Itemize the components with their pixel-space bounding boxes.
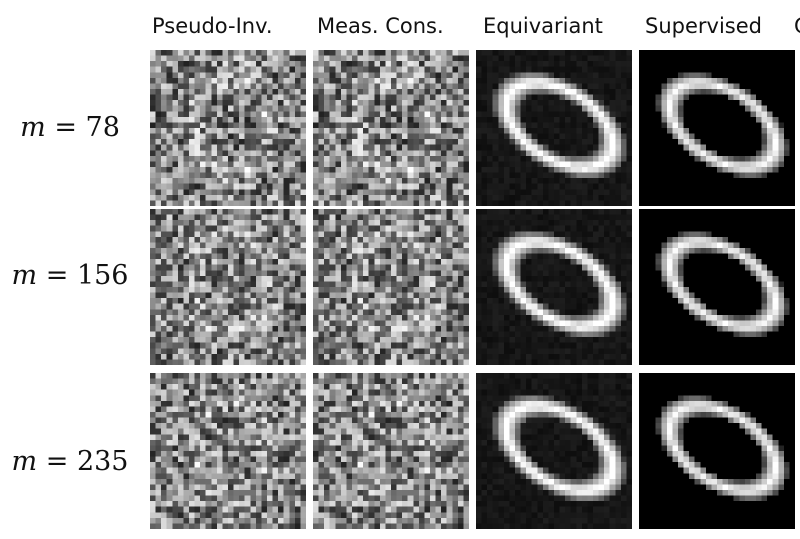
column-header-supervised: Supervised — [645, 14, 762, 38]
image-pseudo-inv-m156 — [150, 209, 306, 365]
row-eq: = — [54, 112, 77, 143]
column-header-meas-cons: Meas. Cons. — [317, 14, 444, 38]
row-var: m — [20, 112, 46, 143]
column-header-pseudo-inv: Pseudo-Inv. — [152, 14, 273, 38]
column-header-cutoff: G — [794, 14, 800, 38]
row-label-m78: m = 78 — [0, 112, 140, 143]
row-value: 156 — [76, 260, 129, 291]
column-header-equivariant: Equivariant — [483, 14, 603, 38]
image-equivariant-m235 — [476, 373, 632, 529]
image-supervised-m235 — [639, 373, 795, 529]
image-meas-cons-m78 — [313, 50, 469, 206]
image-supervised-m78 — [639, 50, 795, 206]
row-label-m156: m = 156 — [0, 260, 140, 291]
image-meas-cons-m235 — [313, 373, 469, 529]
row-value: 235 — [76, 446, 129, 477]
row-var: m — [11, 260, 38, 291]
image-pseudo-inv-m78 — [150, 50, 306, 206]
row-eq: = — [45, 446, 69, 477]
image-equivariant-m78 — [476, 50, 632, 206]
image-pseudo-inv-m235 — [150, 373, 306, 529]
row-var: m — [11, 446, 38, 477]
image-supervised-m156 — [639, 209, 795, 365]
row-label-m235: m = 235 — [0, 446, 140, 477]
row-eq: = — [45, 260, 69, 291]
row-value: 78 — [85, 112, 120, 143]
image-meas-cons-m156 — [313, 209, 469, 365]
image-equivariant-m156 — [476, 209, 632, 365]
